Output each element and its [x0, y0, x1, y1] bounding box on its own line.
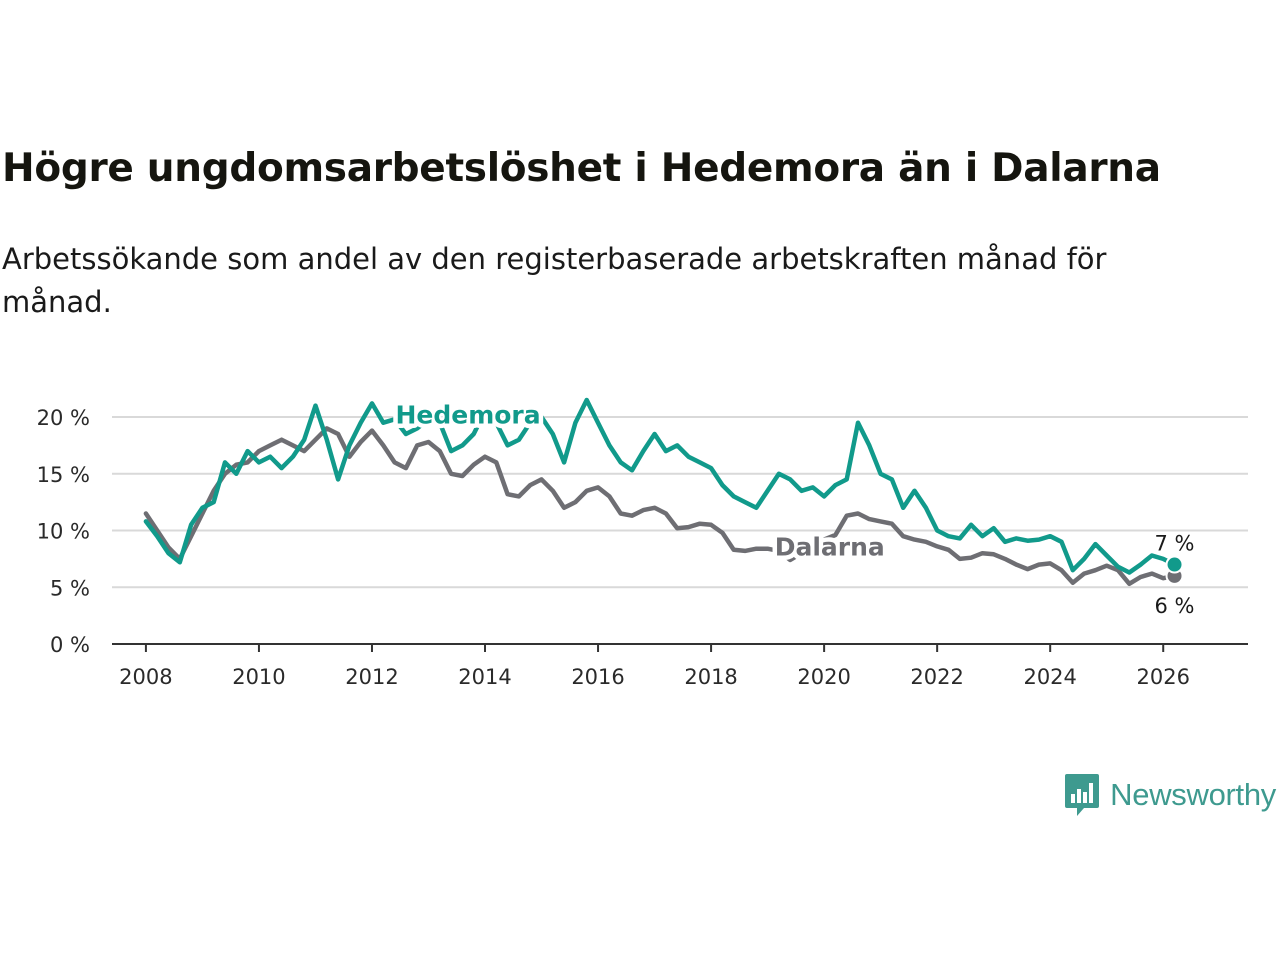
- end-value-label-hedemora: 7 %: [1155, 532, 1195, 556]
- y-tick-label: 5 %: [50, 576, 90, 600]
- series-label-dalarna: Dalarna: [775, 532, 885, 561]
- brand-name: Newsworthy: [1110, 777, 1276, 812]
- x-tick-label: 2026: [1136, 665, 1189, 689]
- end-marker-hedemora: [1165, 555, 1184, 574]
- series-label-halo: Hedemora: [395, 401, 540, 430]
- bar-chart-icon: [1065, 774, 1100, 816]
- x-tick-label: 2018: [684, 665, 737, 689]
- newsworthy-logo: Newsworthy: [1064, 772, 1276, 818]
- end-value-label-dalarna: 6 %: [1155, 594, 1195, 618]
- series-lines: [143, 397, 1177, 587]
- series-label-halo: Dalarna: [775, 532, 885, 561]
- y-axis-ticks: 0 % 5 % 10 % 15 % 20 %: [37, 406, 90, 657]
- chart-title: Högre ungdomsarbetslöshet i Hedemora än …: [2, 146, 1161, 191]
- y-tick-label: 0 %: [50, 633, 90, 657]
- x-tick-label: 2024: [1023, 665, 1076, 689]
- x-tick-label: 2014: [458, 665, 511, 689]
- x-tick-label: 2016: [571, 665, 624, 689]
- x-tick-label: 2008: [119, 665, 172, 689]
- gridlines: [112, 416, 1248, 589]
- series-line-dalarna: [143, 426, 1177, 587]
- y-tick-label: 10 %: [37, 520, 90, 544]
- x-tick-label: 2020: [797, 665, 850, 689]
- y-tick-label: 15 %: [37, 463, 90, 487]
- x-axis-ticks: 2008 2010 2012 2014 2016 2018 2020 2022 2024 2026: [119, 644, 1190, 689]
- x-tick-label: 2022: [910, 665, 963, 689]
- x-tick-label: 2012: [345, 665, 398, 689]
- chart-subtitle: Arbetssökande som andel av den registerb…: [2, 242, 1107, 319]
- x-tick-label: 2010: [232, 665, 285, 689]
- series-line-hedemora: [143, 397, 1177, 575]
- series-label-hedemora: Hedemora: [395, 401, 540, 430]
- y-tick-label: 20 %: [37, 406, 90, 430]
- line-chart: 0 %5 %10 %15 %20 % 2008 2010 2012 2014 2016 2…: [37, 396, 1248, 689]
